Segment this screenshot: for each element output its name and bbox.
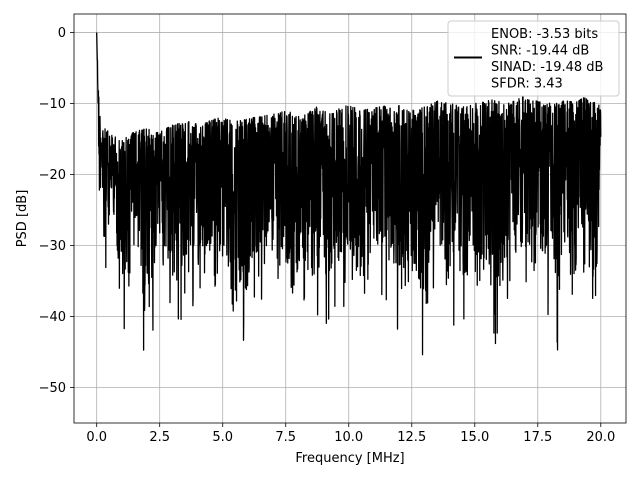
x-tick-label: 12.5 [397, 430, 426, 445]
y-tick-label: −30 [39, 239, 66, 254]
x-tick-label: 2.5 [149, 430, 170, 445]
psd-series-line [96, 32, 602, 356]
x-tick-label: 17.5 [523, 430, 552, 445]
y-tick-label: −50 [39, 381, 66, 396]
ticks: 0.0 2.5 5.0 7.5 10.0 12.5 15.0 17.5 20.0 0 −10 −20 −… [39, 26, 616, 445]
x-tick-label: 5.0 [212, 430, 233, 445]
x-tick-label: 10.0 [334, 430, 363, 445]
y-tick-label: −40 [39, 310, 66, 325]
legend-sfdr: SFDR: 3.43 [491, 77, 563, 92]
legend-enob: ENOB: -3.53 bits [491, 27, 598, 42]
legend-box [447, 20, 620, 97]
x-tick-label: 20.0 [586, 430, 615, 445]
axes-frame [73, 13, 627, 424]
legend-sinad: SINAD: -19.48 dB [491, 60, 603, 75]
x-tick-label: 7.5 [275, 430, 296, 445]
x-tick-label: 15.0 [460, 430, 489, 445]
y-tick-label: 0 [58, 26, 66, 41]
x-tick-label: 0.0 [86, 430, 107, 445]
y-tick-label: −10 [39, 97, 66, 112]
plot-area [96, 32, 602, 356]
legend: ENOB: -3.53 bits SNR: -19.44 dB SINAD: -… [447, 20, 620, 97]
y-tick-label: −20 [39, 168, 66, 183]
y-axis-label: PSD [dB] [15, 190, 30, 248]
legend-snr: SNR: -19.44 dB [491, 44, 589, 59]
x-axis-label: Frequency [MHz] [295, 451, 404, 466]
